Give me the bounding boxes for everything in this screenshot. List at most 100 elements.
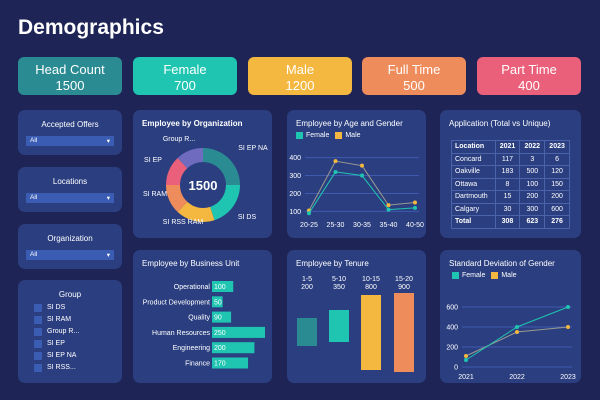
application-table: Location 2021 2022 2023 Concard 117 3 6 Oakville… bbox=[451, 140, 570, 229]
kpi-card[interactable]: Male 1200 bbox=[248, 57, 352, 95]
data-point bbox=[566, 325, 570, 329]
table-cell: Total bbox=[451, 215, 496, 229]
legend-label: Female bbox=[462, 272, 486, 279]
kpi-label: Male bbox=[285, 62, 315, 77]
table-cell: Ottawa bbox=[451, 177, 496, 191]
bar-category-label: Quality bbox=[188, 315, 210, 322]
table-row: Total 308 623 276 bbox=[451, 215, 570, 229]
table-cell: 8 bbox=[494, 177, 521, 191]
bar bbox=[394, 293, 414, 372]
table-cell: 600 bbox=[544, 202, 570, 216]
kpi-card[interactable]: Head Count 1500 bbox=[18, 57, 122, 95]
bar-value-label: 800 bbox=[365, 284, 377, 291]
kpi-label: Female bbox=[163, 62, 207, 77]
organization-select[interactable]: All ▾ bbox=[26, 250, 114, 260]
bar bbox=[212, 342, 255, 354]
donut-slice bbox=[210, 185, 240, 221]
table-cell: 623 bbox=[519, 215, 546, 229]
bar-value-label: 900 bbox=[398, 284, 410, 291]
checkbox[interactable] bbox=[34, 351, 42, 360]
bar bbox=[297, 318, 317, 346]
column-header: 2021 bbox=[494, 140, 521, 154]
group-checkbox-item[interactable]: Group R... bbox=[34, 327, 122, 336]
bar-category-label: 10-15 bbox=[362, 276, 380, 283]
chart-title: Standard Deviation of Gender bbox=[449, 259, 555, 268]
filter-label: Group bbox=[58, 290, 82, 299]
table-cell: Concard bbox=[451, 152, 496, 166]
table-cell: 276 bbox=[544, 215, 570, 229]
donut-slice bbox=[177, 148, 203, 169]
bar-value-label: 50 bbox=[214, 299, 222, 306]
group-checkbox-item[interactable]: SI RAM bbox=[34, 315, 122, 324]
data-point bbox=[333, 169, 338, 174]
bar-value-label: 90 bbox=[214, 315, 222, 322]
locations-select[interactable]: All ▾ bbox=[26, 193, 114, 203]
kpi-label: Full Time bbox=[387, 62, 441, 77]
legend: Female Male bbox=[452, 272, 517, 279]
table-cell: 6 bbox=[544, 152, 570, 166]
donut-slice bbox=[166, 185, 188, 212]
filter-organization: Organization All ▾ bbox=[18, 224, 122, 269]
table-row: Dartmouth 15 200 200 bbox=[451, 190, 570, 204]
accepted-offers-select[interactable]: All ▾ bbox=[26, 136, 114, 146]
donut-slice bbox=[177, 201, 215, 222]
table-cell: 30 bbox=[494, 202, 521, 216]
bar bbox=[212, 326, 265, 338]
table-cell: 100 bbox=[519, 177, 546, 191]
table-cell: 15 bbox=[494, 190, 521, 204]
legend: Female Male bbox=[296, 132, 361, 139]
checkbox[interactable] bbox=[34, 363, 42, 372]
kpi-card[interactable]: Part Time 400 bbox=[477, 57, 581, 95]
data-point bbox=[386, 207, 391, 212]
chevron-down-icon: ▾ bbox=[106, 195, 110, 202]
age-gender-panel: Employee by Age and Gender Female Male 10… bbox=[287, 110, 426, 238]
slice-label: SI RSS RAM bbox=[163, 219, 204, 226]
select-value: All bbox=[30, 194, 38, 201]
checkbox-label: SI RSS... bbox=[47, 364, 76, 371]
y-tick-label: 100 bbox=[289, 209, 301, 216]
x-tick-label: 2023 bbox=[560, 374, 576, 381]
data-point bbox=[386, 203, 391, 208]
x-tick-label: 2021 bbox=[458, 374, 474, 381]
table-cell: 117 bbox=[494, 152, 521, 166]
checkbox[interactable] bbox=[34, 303, 42, 312]
data-point bbox=[413, 205, 417, 210]
kpi-value: 700 bbox=[174, 78, 196, 93]
x-tick-label: 35-40 bbox=[380, 222, 398, 229]
kpi-card[interactable]: Female 700 bbox=[133, 57, 237, 95]
group-checkbox-item[interactable]: SI EP bbox=[34, 339, 122, 348]
kpi-value: 400 bbox=[518, 78, 540, 93]
checkbox[interactable] bbox=[34, 327, 42, 336]
filter-label: Accepted Offers bbox=[41, 120, 99, 129]
bar-category-label: 1-5 bbox=[302, 276, 312, 283]
group-checkbox-item[interactable]: SI DS bbox=[34, 303, 122, 312]
table-cell: Oakville bbox=[451, 165, 496, 179]
bar-chart: Operational 100 Product Development 50 Quali… bbox=[143, 281, 265, 369]
x-tick-label: 20-25 bbox=[300, 222, 318, 229]
checkbox[interactable] bbox=[34, 315, 42, 324]
x-tick-label: 40-50 bbox=[406, 222, 424, 229]
filter-label: Organization bbox=[47, 234, 93, 243]
table-row: Oakville 183 500 120 bbox=[451, 165, 570, 179]
bar-value-label: 250 bbox=[214, 330, 226, 337]
group-checkbox-item[interactable]: SI RSS... bbox=[34, 363, 122, 372]
data-point bbox=[333, 159, 338, 164]
donut-center-label: 1500 bbox=[189, 178, 218, 193]
checkbox[interactable] bbox=[34, 339, 42, 348]
table-cell: 183 bbox=[494, 165, 521, 179]
bar-value-label: 100 bbox=[214, 284, 226, 291]
kpi-card[interactable]: Full Time 500 bbox=[362, 57, 466, 95]
group-checkbox-item[interactable]: SI EP NA bbox=[34, 351, 122, 360]
bar-value-label: 170 bbox=[214, 361, 226, 368]
chart-title: Employee by Business Unit bbox=[142, 259, 240, 268]
data-point bbox=[515, 325, 519, 329]
filter-locations: Locations All ▾ bbox=[18, 167, 122, 212]
data-point bbox=[464, 354, 468, 358]
bar bbox=[212, 281, 234, 292]
legend-label: Male bbox=[501, 272, 517, 279]
column-header: 2023 bbox=[544, 140, 570, 154]
select-value: All bbox=[30, 251, 38, 258]
bar bbox=[329, 310, 349, 342]
table-cell: 500 bbox=[519, 165, 546, 179]
data-point bbox=[307, 211, 311, 216]
